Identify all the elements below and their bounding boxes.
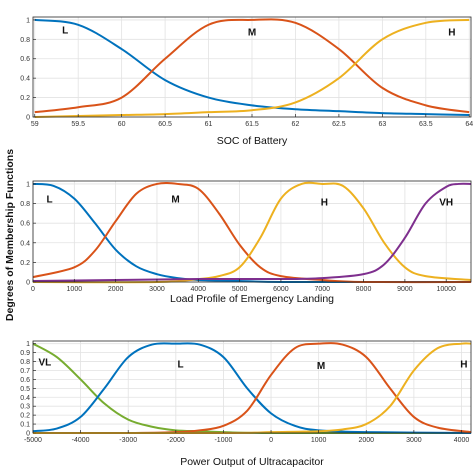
x-tick-label: 2000 <box>358 437 374 444</box>
mf-label-vh: VH <box>439 198 453 209</box>
x-tick-label: 61.5 <box>245 121 259 128</box>
series-line-m <box>33 342 471 435</box>
x-tick-label: 59 <box>31 121 39 128</box>
x-tick-label: 63.5 <box>419 121 433 128</box>
y-tick-label: 0.4 <box>20 395 30 402</box>
x-tick-label: 8000 <box>356 286 372 293</box>
y-tick-label: 0.8 <box>20 201 30 208</box>
x-tick-label: 60 <box>118 121 126 128</box>
plot-area <box>33 341 471 433</box>
mf-label-h: H <box>321 198 328 209</box>
x-tick-label: 64 <box>465 121 473 128</box>
chart-panels: 59 59.5 60 60.5 61 61.5 62 62.5 63 63.5 64 0 0.2 0.4 0… <box>20 16 473 468</box>
axes-frame <box>32 340 472 434</box>
x-tick-label: 62.5 <box>332 121 346 128</box>
series-line-l <box>34 18 470 117</box>
axes-frame <box>32 180 472 283</box>
y-tick-label: 0.8 <box>20 359 30 366</box>
y-tick-label: 1 <box>26 17 30 24</box>
mf-label-h: H <box>448 28 455 39</box>
y-tick-label: 0.3 <box>20 404 30 411</box>
x-tick-label: 0 <box>269 437 273 444</box>
x-tick-label: 4000 <box>454 437 470 444</box>
y-tick-label: 0.2 <box>20 413 30 420</box>
series-line-h <box>34 18 470 118</box>
x-tick-label: 1000 <box>311 437 327 444</box>
y-tick-label: 0 <box>26 431 30 438</box>
mf-label-l: L <box>62 26 68 37</box>
y-tick-label: 0.4 <box>20 76 30 83</box>
mf-label-l: L <box>178 359 184 370</box>
x-tick-label: -3000 <box>119 437 137 444</box>
y-tick-label: 0.2 <box>20 260 30 267</box>
y-tick-label: 0.5 <box>20 386 30 393</box>
y-tick-label: 0.4 <box>20 240 30 247</box>
x-tick-label: 62 <box>292 121 300 128</box>
x-tick-label: -2000 <box>167 437 185 444</box>
x-tick-label: -4000 <box>72 437 90 444</box>
x-tick-label: 59.5 <box>71 121 85 128</box>
y-tick-label: 0 <box>26 280 30 287</box>
y-tick-label: 0.6 <box>20 377 30 384</box>
mf-label-l: L <box>46 195 52 206</box>
y-tick-label: 0.7 <box>20 368 30 375</box>
y-tick-label: 0.9 <box>20 350 30 357</box>
x-tick-label: 5000 <box>232 286 248 293</box>
x-tick-label: 10000 <box>436 286 456 293</box>
x-axis-label: Load Profile of Emergency Landing <box>170 293 334 305</box>
x-tick-label: 2000 <box>108 286 124 293</box>
y-tick-label: 0 <box>26 115 30 122</box>
mf-label-vl: VL <box>39 358 52 369</box>
chart-panel-1: 59 59.5 60 60.5 61 61.5 62 62.5 63 63.5 64 0 0.2 0.4 0… <box>20 16 473 147</box>
y-tick-label: 0.6 <box>20 56 30 63</box>
chart-panel-3: -5000 -4000 -3000 -2000 -1000 0 1000 2000 3000 40… <box>20 340 472 468</box>
x-tick-label: 3000 <box>406 437 422 444</box>
y-tick-label: 1 <box>26 181 30 188</box>
mf-label-m: M <box>171 195 179 206</box>
mf-label-m: M <box>248 28 256 39</box>
x-tick-label: 9000 <box>397 286 413 293</box>
x-tick-label: 0 <box>31 286 35 293</box>
x-tick-label: 61 <box>205 121 213 128</box>
x-tick-label: 6000 <box>273 286 289 293</box>
y-tick-label: 1 <box>26 341 30 348</box>
x-tick-label: -1000 <box>214 437 232 444</box>
series-line-m <box>34 18 470 114</box>
figure-y-axis-label: Degrees of Membership Functions <box>4 149 16 321</box>
series-line-vh <box>33 182 471 283</box>
x-tick-label: 63 <box>378 121 386 128</box>
plot-area <box>33 181 471 282</box>
x-tick-label: 4000 <box>190 286 206 293</box>
x-axis-label: Power Output of Ultracapacitor <box>180 456 324 468</box>
y-tick-label: 0.1 <box>20 422 30 429</box>
chart-panel-2: 0 1000 2000 3000 4000 5000 6000 7000 8000 9000 100… <box>20 180 472 305</box>
y-tick-label: 0.6 <box>20 221 30 228</box>
mf-label-h: H <box>460 359 467 370</box>
x-tick-label: 1000 <box>67 286 83 293</box>
x-tick-label: 3000 <box>149 286 165 293</box>
x-tick-label: 7000 <box>314 286 330 293</box>
mf-label-m: M <box>317 361 325 372</box>
x-axis-label: SOC of Battery <box>217 135 288 147</box>
y-tick-label: 0.2 <box>20 95 30 102</box>
x-tick-label: 60.5 <box>158 121 172 128</box>
x-tick-label: -5000 <box>24 437 42 444</box>
y-tick-label: 0.8 <box>20 37 30 44</box>
